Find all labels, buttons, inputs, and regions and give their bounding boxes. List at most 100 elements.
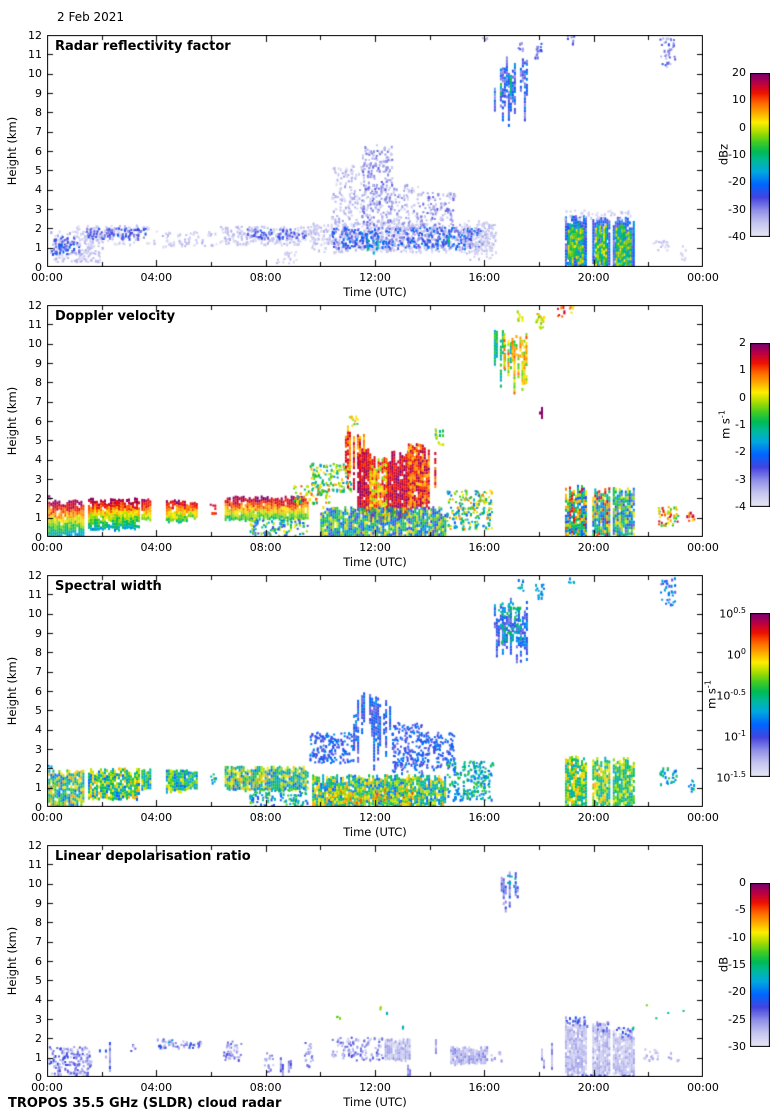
y-tick-label: 5 xyxy=(35,703,42,717)
x-tick-label: 12:00 xyxy=(359,271,391,284)
y-tick-label: 12 xyxy=(28,838,42,852)
x-tick-label: 00:00 xyxy=(31,811,63,824)
x-tick-label: 16:00 xyxy=(468,1081,501,1094)
label-base: 10 xyxy=(726,648,741,662)
colorbar-tick-label: -30 xyxy=(728,202,746,216)
colorbar-tick-label: 0 xyxy=(739,876,746,889)
x-tick-label: 00:00 xyxy=(31,1081,63,1094)
colorbar-tick-label: -1 xyxy=(735,418,746,431)
y-tick-label: 2 xyxy=(35,761,42,775)
y-tick-label: 3 xyxy=(35,742,42,756)
label-exponent: -1.5 xyxy=(730,770,746,779)
y-tick-label: 2 xyxy=(35,221,42,235)
y-tick-label: 2 xyxy=(35,491,42,505)
figure-date: 2 Feb 2021 xyxy=(57,10,125,24)
x-tick-label: 00:00 xyxy=(687,1081,719,1094)
y-tick-label: 6 xyxy=(35,414,42,428)
y-tick-label: 6 xyxy=(35,684,42,698)
label-base: 10 xyxy=(716,771,731,785)
y-tick-label: 9 xyxy=(35,356,42,370)
label-exponent: 0.5 xyxy=(733,606,746,615)
colorbar-unit-ldr: dB xyxy=(716,956,731,973)
x-tick-label: 00:00 xyxy=(687,811,719,824)
y-tick-label: 3 xyxy=(35,202,42,216)
plot-area-ldr xyxy=(47,845,703,1077)
y-tick-label: 3 xyxy=(35,472,42,486)
label-exponent: 0 xyxy=(740,647,746,656)
y-tick-label: 9 xyxy=(35,86,42,100)
figure-footer: TROPOS 35.5 GHz (SLDR) cloud radar xyxy=(8,1096,282,1111)
y-tick-label: 12 xyxy=(28,298,42,312)
y-tick-label: 10 xyxy=(28,877,42,891)
colorbar-tick-label: -5 xyxy=(735,903,746,917)
x-tick-label: 00:00 xyxy=(687,541,719,554)
y-axis-label: Height (km) xyxy=(5,926,19,996)
x-tick-label: 00:00 xyxy=(31,541,63,554)
label-exponent: -1 xyxy=(703,680,713,689)
x-tick-label: 04:00 xyxy=(140,541,173,554)
y-tick-label: 5 xyxy=(35,163,42,177)
x-tick-label: 04:00 xyxy=(140,811,173,824)
colorbar-tick-label: -20 xyxy=(728,175,746,189)
y-tick-label: 9 xyxy=(35,626,42,640)
label-exponent: -1 xyxy=(738,729,746,738)
x-tick-label: 20:00 xyxy=(577,1081,610,1094)
x-tick-label: 08:00 xyxy=(249,541,282,554)
x-tick-label: 00:00 xyxy=(31,271,63,284)
colorbar-tick-label: 1 xyxy=(739,363,746,377)
colorbar-tick-label: 100.5 xyxy=(662,607,746,620)
y-tick-label: 12 xyxy=(28,28,42,42)
colorbar-tick-label: -10 xyxy=(728,148,746,161)
x-tick-label: 04:00 xyxy=(140,271,173,284)
y-tick-label: 3 xyxy=(35,1012,42,1026)
x-tick-label: 12:00 xyxy=(359,541,391,554)
colorbar-unit-spectral-width: m s-1 xyxy=(703,613,720,777)
x-tick-label: 00:00 xyxy=(687,271,719,284)
colorbar-tick-label: -10 xyxy=(728,930,746,944)
y-tick-label: 9 xyxy=(35,896,42,910)
x-axis-label: Time (UTC) xyxy=(343,825,407,839)
y-tick-label: 11 xyxy=(28,47,42,61)
colorbar-tick-label: -3 xyxy=(735,472,746,486)
panel-title-reflectivity: Radar reflectivity factor xyxy=(55,39,231,54)
colorbar-tick-label: 10 xyxy=(732,93,746,107)
x-tick-label: 20:00 xyxy=(577,541,610,554)
y-tick-label: 4 xyxy=(35,723,42,737)
colorbar-tick-label: 100 xyxy=(662,648,746,661)
y-tick-label: 6 xyxy=(35,144,42,158)
x-tick-label: 12:00 xyxy=(359,1081,391,1094)
y-tick-label: 7 xyxy=(35,665,42,679)
y-tick-label: 8 xyxy=(35,105,42,119)
panel-title-spectral-width: Spectral width xyxy=(55,579,162,594)
colorbar-unit-doppler-velocity: m s-1 xyxy=(718,343,734,507)
colorbar-tick-label: 10-1.5 xyxy=(662,771,746,784)
label-base: 10 xyxy=(724,730,739,744)
y-tick-label: 8 xyxy=(35,645,42,659)
colorbar-tick-label: -2 xyxy=(735,445,746,459)
label-base: 10 xyxy=(719,607,734,621)
y-tick-label: 7 xyxy=(35,935,42,949)
colorbar-tick-label: 20 xyxy=(732,66,746,79)
y-tick-label: 4 xyxy=(35,453,42,467)
y-tick-label: 1 xyxy=(35,781,42,795)
y-tick-label: 5 xyxy=(35,973,42,987)
label-base: m s xyxy=(704,688,719,709)
y-tick-label: 1 xyxy=(35,241,42,255)
x-tick-label: 12:00 xyxy=(359,811,391,824)
colorbar-tick-label: 0 xyxy=(739,120,746,134)
x-axis-label: Time (UTC) xyxy=(343,1095,407,1109)
y-tick-label: 11 xyxy=(28,587,42,601)
x-tick-label: 08:00 xyxy=(249,1081,282,1094)
y-tick-label: 1 xyxy=(35,1051,42,1065)
x-axis-label: Time (UTC) xyxy=(343,555,407,569)
y-tick-label: 0 xyxy=(35,260,42,274)
colorbar-tick-label: -40 xyxy=(728,230,746,243)
y-tick-label: 10 xyxy=(28,607,42,621)
y-tick-label: 11 xyxy=(28,317,42,331)
y-tick-label: 4 xyxy=(35,183,42,197)
x-tick-label: 16:00 xyxy=(468,541,501,554)
x-tick-label: 16:00 xyxy=(468,811,501,824)
colorbar-tick-label: -30 xyxy=(728,1040,746,1053)
x-tick-label: 20:00 xyxy=(577,271,610,284)
